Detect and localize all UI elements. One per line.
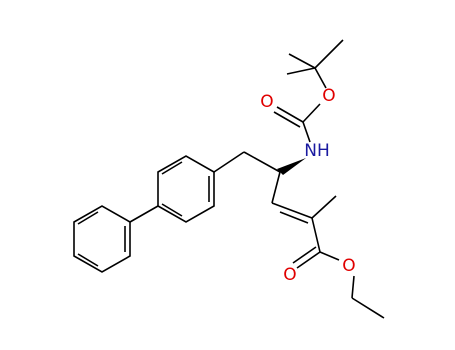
atom-label: O	[283, 265, 296, 285]
atom-label: O	[260, 92, 273, 112]
atom-label: NH	[304, 141, 330, 161]
atom-label: O	[322, 86, 335, 106]
atom-labels: O O NH O O	[260, 86, 355, 285]
atom-label: O	[342, 256, 355, 276]
bonds	[73, 39, 385, 319]
